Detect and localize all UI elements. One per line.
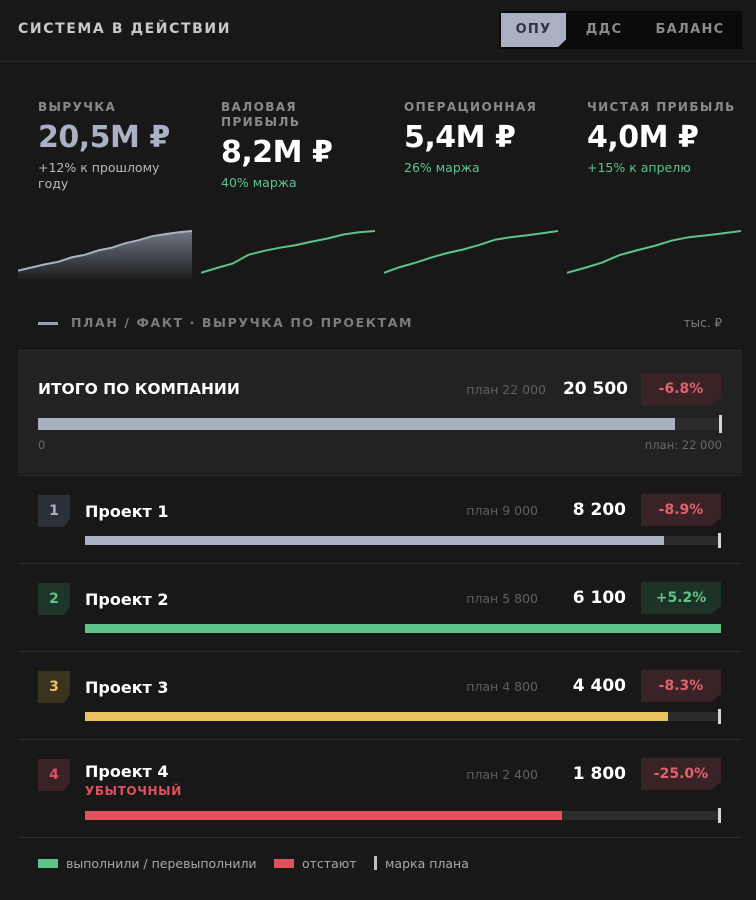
project-deviation-badge: -8.9%	[641, 494, 721, 526]
kpi-operating: ОПЕРАЦИОННАЯ 5,4М ₽ 26% маржа	[384, 95, 568, 280]
project-index: 4	[38, 759, 70, 791]
project-plan: план 4 800	[466, 679, 538, 694]
legend-swatch	[38, 859, 58, 868]
kpi-delta: 26% маржа	[404, 160, 480, 175]
project-progress-fill	[85, 624, 721, 633]
project-plan: план 2 400	[466, 767, 538, 782]
sparkline-line	[567, 230, 741, 274]
project-fact: 1 800	[572, 764, 626, 784]
project-deviation-badge: -25.0%	[641, 758, 721, 790]
section-dash	[38, 322, 58, 325]
kpi-delta: +12% к прошлому году	[38, 160, 160, 191]
project-fact: 4 400	[572, 676, 626, 696]
total-plan: план 22 000	[466, 382, 546, 397]
kpi-value: 5,4М ₽	[404, 120, 516, 155]
sparkline	[384, 230, 558, 274]
section-title: ПЛАН / ФАКТ · ВЫРУЧКА ПО ПРОЕКТАМ	[71, 315, 414, 330]
report-tabs: ОПУ ДДС БАЛАНС	[499, 11, 742, 49]
sparkline	[18, 230, 192, 279]
legend-item-on-track: выполнили / перевыполнили	[38, 856, 257, 871]
section-unit: тыс. ₽	[683, 316, 722, 330]
kpi-gross-profit: ВАЛОВАЯ ПРИБЫЛЬ 8,2М ₽ 40% маржа	[201, 95, 385, 280]
project-row[interactable]: 1 Проект 1 план 9 000 8 200 -8.9%	[18, 475, 742, 563]
total-fact: 20 500	[562, 379, 628, 399]
kpi-delta: +15% к апрелю	[587, 160, 691, 175]
total-deviation-badge: -6.8%	[641, 373, 721, 405]
sparkline-line	[384, 230, 558, 274]
project-name: Проект 2	[85, 590, 169, 609]
scale-min: 0	[38, 438, 46, 452]
project-deviation-badge: +5.2%	[641, 582, 721, 614]
project-name: Проект 4	[85, 762, 169, 781]
tab-dds[interactable]: ДДС	[585, 22, 623, 37]
kpi-value: 20,5М ₽	[38, 120, 170, 155]
total-label: ИТОГО ПО КОМПАНИИ	[38, 380, 240, 398]
total-progress-track	[38, 415, 722, 433]
plan-mark	[718, 533, 721, 548]
project-progress-fill	[85, 536, 665, 545]
project-plan: план 5 800	[466, 591, 538, 606]
project-deviation-badge: -8.3%	[641, 670, 721, 702]
legend-mark	[374, 856, 377, 870]
project-progress-track	[85, 808, 721, 823]
legend-label: выполнили / перевыполнили	[66, 856, 257, 871]
scale-max: план: 22 000	[644, 438, 722, 452]
sparkline	[201, 230, 375, 274]
legend-label: марка плана	[385, 856, 469, 871]
project-progress-track	[85, 533, 721, 548]
kpi-label: ЧИСТАЯ ПРИБЫЛЬ	[587, 100, 736, 114]
plan-mark	[718, 808, 721, 823]
project-fact: 8 200	[572, 500, 626, 520]
kpi-label: ВЫРУЧКА	[38, 100, 117, 114]
project-name: Проект 3	[85, 678, 169, 697]
page-title: СИСТЕМА В ДЕЙСТВИИ	[18, 21, 232, 37]
project-row[interactable]: 4 Проект 4 УБЫТОЧНЫЙ план 2 400 1 800 -25.0%	[18, 739, 742, 827]
project-index: 3	[38, 671, 70, 703]
company-total: ИТОГО ПО КОМПАНИИ план 22 000 20 500 -6.…	[18, 350, 742, 474]
project-name: Проект 1	[85, 502, 169, 521]
sparkline-line	[18, 230, 192, 272]
kpi-value: 8,2М ₽	[221, 135, 333, 170]
legend-item-plan-mark: марка плана	[374, 856, 469, 871]
project-progress-track	[85, 624, 721, 633]
tab-balance[interactable]: БАЛАНС	[655, 22, 725, 37]
project-index: 2	[38, 583, 70, 615]
project-index: 1	[38, 495, 70, 527]
legend-swatch	[274, 859, 294, 868]
project-status: УБЫТОЧНЫЙ	[85, 784, 182, 798]
project-progress-track	[85, 709, 721, 724]
kpi-label: ОПЕРАЦИОННАЯ	[404, 100, 538, 114]
legend: выполнили / перевыполнили отстают марка …	[18, 837, 742, 885]
legend-label: отстают	[302, 856, 357, 871]
total-progress-fill	[38, 418, 676, 430]
kpi-value: 4,0М ₽	[587, 120, 699, 155]
kpi-delta: 40% маржа	[221, 175, 297, 190]
section-header: ПЛАН / ФАКТ · ВЫРУЧКА ПО ПРОЕКТАМ тыс. ₽	[38, 314, 722, 332]
header: СИСТЕМА В ДЕЙСТВИИ ОПУ ДДС БАЛАНС	[0, 0, 756, 62]
sparkline-area	[18, 231, 192, 279]
kpi-net-profit: ЧИСТАЯ ПРИБЫЛЬ 4,0М ₽ +15% к апрелю	[567, 95, 751, 280]
kpi-label: ВАЛОВАЯ ПРИБЫЛЬ	[221, 100, 301, 129]
sparkline-line	[201, 230, 375, 274]
sparkline	[567, 230, 741, 274]
plan-mark	[718, 709, 721, 724]
project-row[interactable]: 2 Проект 2 план 5 800 6 100 +5.2%	[18, 563, 742, 651]
project-fact: 6 100	[572, 588, 626, 608]
legend-item-lagging: отстают	[274, 856, 357, 871]
project-plan: план 9 000	[466, 503, 538, 518]
plan-mark	[719, 415, 722, 433]
tab-opu[interactable]: ОПУ	[501, 13, 566, 47]
kpi-revenue: ВЫРУЧКА 20,5М ₽ +12% к прошлому году	[18, 95, 202, 280]
project-progress-fill	[85, 712, 668, 721]
project-progress-fill	[85, 811, 562, 820]
project-row[interactable]: 3 Проект 3 план 4 800 4 400 -8.3%	[18, 651, 742, 739]
